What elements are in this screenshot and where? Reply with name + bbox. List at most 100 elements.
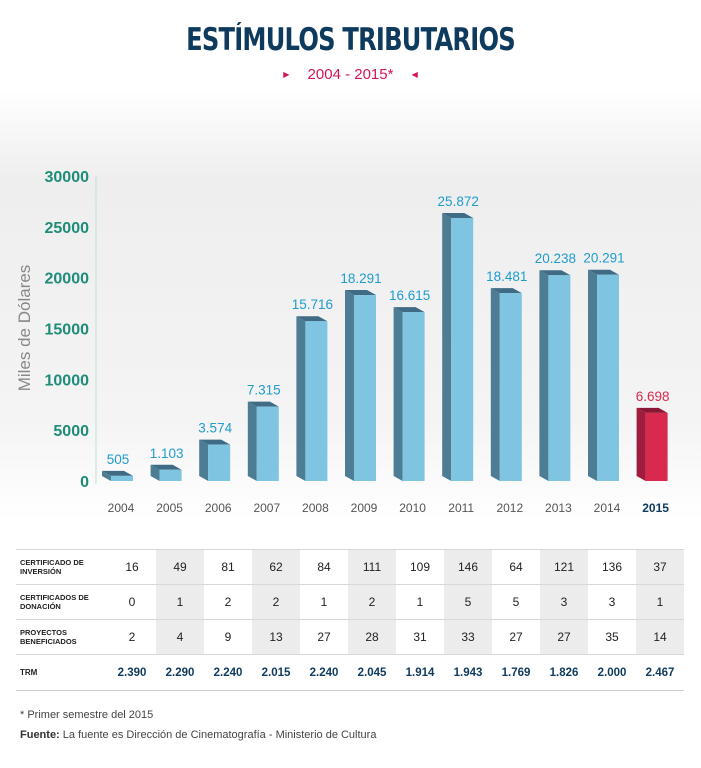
x-tick-label: 2007 (253, 501, 280, 515)
table-cell: 2.240 (204, 654, 252, 691)
x-tick-label: 2015 (642, 501, 669, 515)
bar-top (636, 407, 668, 413)
bar (305, 321, 328, 481)
bar (451, 217, 474, 481)
stats-table: CERTIFICADO DE INVERSIÓN 16 49 81 62 84 111 109… (16, 549, 684, 691)
table-cell: 5 (492, 584, 540, 620)
table-cell: 2 (108, 619, 156, 655)
bar-chart: 0 5000 10000 15000 20000 25000 30000 Miles de D… (15, 169, 670, 515)
table-cell: 1.826 (540, 654, 588, 691)
x-tick-label: 2004 (108, 501, 135, 515)
bar-top (539, 270, 571, 276)
table-cell: 2 (348, 584, 396, 620)
table-cell: 2.467 (636, 654, 684, 691)
table-cell: 31 (396, 619, 444, 655)
x-tick-label: 2005 (156, 501, 183, 515)
bar-value-label: 505 (107, 452, 130, 467)
bar-top (150, 464, 182, 470)
bar (159, 469, 182, 481)
table-cell: 64 (492, 549, 540, 585)
bar-value-label: 3.574 (198, 421, 232, 436)
x-tick-label: 2012 (496, 501, 523, 515)
table-cell: 35 (588, 619, 636, 655)
bar-side (296, 316, 306, 481)
row-label: PROYECTOS BENEFICIADOS (16, 619, 108, 655)
x-tick-label: 2006 (205, 501, 232, 515)
bar (645, 412, 668, 481)
table-cell: 16 (108, 549, 156, 585)
bar-value-label: 1.103 (150, 446, 184, 461)
bar-side (539, 270, 549, 481)
table-cell: 84 (300, 549, 348, 585)
y-tick-label: 10000 (45, 372, 90, 389)
row-label: CERTIFICADO DE INVERSIÓN (16, 549, 108, 585)
bar (354, 295, 376, 481)
source-label: Fuente: (20, 729, 60, 741)
bar (402, 312, 425, 481)
table-cell: 33 (444, 619, 492, 655)
table-cell: 14 (636, 619, 684, 655)
table-row: CERTIFICADOS DE DONACIÓN 0 1 2 2 1 2 1 5 5 3 3 1 (16, 584, 684, 620)
table-cell: 2.000 (588, 654, 636, 691)
x-tick-label: 2010 (399, 501, 426, 515)
footnote: * Primer semestre del 2015 (20, 709, 154, 721)
bar-value-label: 18.481 (486, 269, 527, 284)
y-tick-label: 25000 (45, 220, 90, 237)
table-cell: 27 (540, 619, 588, 655)
table-cell: 1.769 (492, 654, 540, 691)
bar-top (247, 401, 279, 407)
table-row: CERTIFICADO DE INVERSIÓN 16 49 81 62 84 111 109… (16, 549, 684, 585)
table-cell: 4 (156, 619, 204, 655)
bar (597, 274, 619, 481)
bar-side (199, 439, 209, 481)
bar-side (247, 401, 257, 481)
table-cell: 2.290 (156, 654, 204, 691)
table-cell: 121 (540, 549, 588, 585)
bar (208, 444, 231, 481)
triangle-right-icon: ▶ (283, 70, 290, 79)
bar-top (102, 470, 133, 476)
bar-value-label: 15.716 (292, 297, 333, 312)
table-cell: 2.240 (300, 654, 348, 691)
table-cell: 13 (252, 619, 300, 655)
bar-side (490, 288, 500, 481)
triangle-left-icon: ◀ (411, 70, 418, 79)
bar (548, 275, 571, 481)
row-label: TRM (16, 654, 108, 691)
bar-top (442, 212, 474, 218)
bar-value-label: 20.291 (583, 251, 624, 266)
table-cell: 62 (252, 549, 300, 585)
bar-side (588, 269, 597, 481)
source-line: Fuente: La fuente es Dirección de Cinema… (20, 729, 376, 741)
y-tick-label: 30000 (45, 169, 90, 186)
table-cell: 49 (156, 549, 204, 585)
table-cell: 2.045 (348, 654, 396, 691)
bar-top (296, 316, 328, 322)
table-row: TRM 2.390 2.290 2.240 2.015 2.240 2.045 1.914 1.… (16, 654, 684, 691)
x-tick-label: 2008 (302, 501, 329, 515)
y-tick-label: 20000 (45, 271, 90, 288)
table-row: PROYECTOS BENEFICIADOS 2 4 9 13 27 28 31 33 27 27 3… (16, 619, 684, 655)
bar-value-label: 25.872 (438, 194, 479, 209)
bar-value-label: 16.615 (389, 288, 430, 303)
row-label: CERTIFICADOS DE DONACIÓN (16, 584, 108, 620)
bar-side (393, 307, 403, 481)
bar-top (345, 290, 376, 296)
table-cell: 1 (156, 584, 204, 620)
x-tick-label: 2013 (545, 501, 572, 515)
bar-value-label: 18.291 (340, 271, 381, 286)
table-cell: 1 (636, 584, 684, 620)
bar-value-label: 7.315 (247, 383, 281, 398)
table-cell: 1.943 (444, 654, 492, 691)
table-cell: 146 (444, 549, 492, 585)
table-cell: 28 (348, 619, 396, 655)
bar-value-label: 20.238 (535, 251, 576, 266)
bar-side (442, 212, 452, 481)
table-cell: 1.914 (396, 654, 444, 691)
table-cell: 27 (300, 619, 348, 655)
table-cell: 9 (204, 619, 252, 655)
table-cell: 136 (588, 549, 636, 585)
table-cell: 37 (636, 549, 684, 585)
bar-side (345, 290, 354, 481)
bar-value-label: 6.698 (636, 389, 670, 404)
